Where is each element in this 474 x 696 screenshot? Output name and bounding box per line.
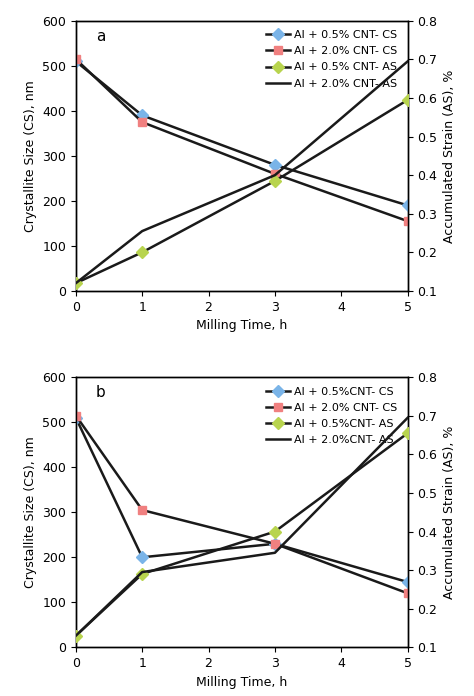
X-axis label: Milling Time, h: Milling Time, h — [196, 676, 287, 688]
Y-axis label: Crystallite Size (CS), nm: Crystallite Size (CS), nm — [24, 436, 36, 588]
Text: b: b — [96, 386, 106, 400]
Legend: Al + 0.5%CNT- CS, Al + 2.0% CNT- CS, Al + 0.5%CNT- AS, Al + 2.0%CNT- AS: Al + 0.5%CNT- CS, Al + 2.0% CNT- CS, Al … — [261, 382, 402, 450]
Text: a: a — [96, 29, 105, 44]
X-axis label: Milling Time, h: Milling Time, h — [196, 319, 287, 332]
Y-axis label: Accumulated Strain (AS), %: Accumulated Strain (AS), % — [443, 425, 456, 599]
Legend: Al + 0.5% CNT- CS, Al + 2.0% CNT- CS, Al + 0.5% CNT- AS, Al + 2.0% CNT- AS: Al + 0.5% CNT- CS, Al + 2.0% CNT- CS, Al… — [261, 26, 402, 93]
Y-axis label: Accumulated Strain (AS), %: Accumulated Strain (AS), % — [443, 69, 456, 243]
Y-axis label: Crystallite Size (CS), nm: Crystallite Size (CS), nm — [24, 80, 36, 232]
